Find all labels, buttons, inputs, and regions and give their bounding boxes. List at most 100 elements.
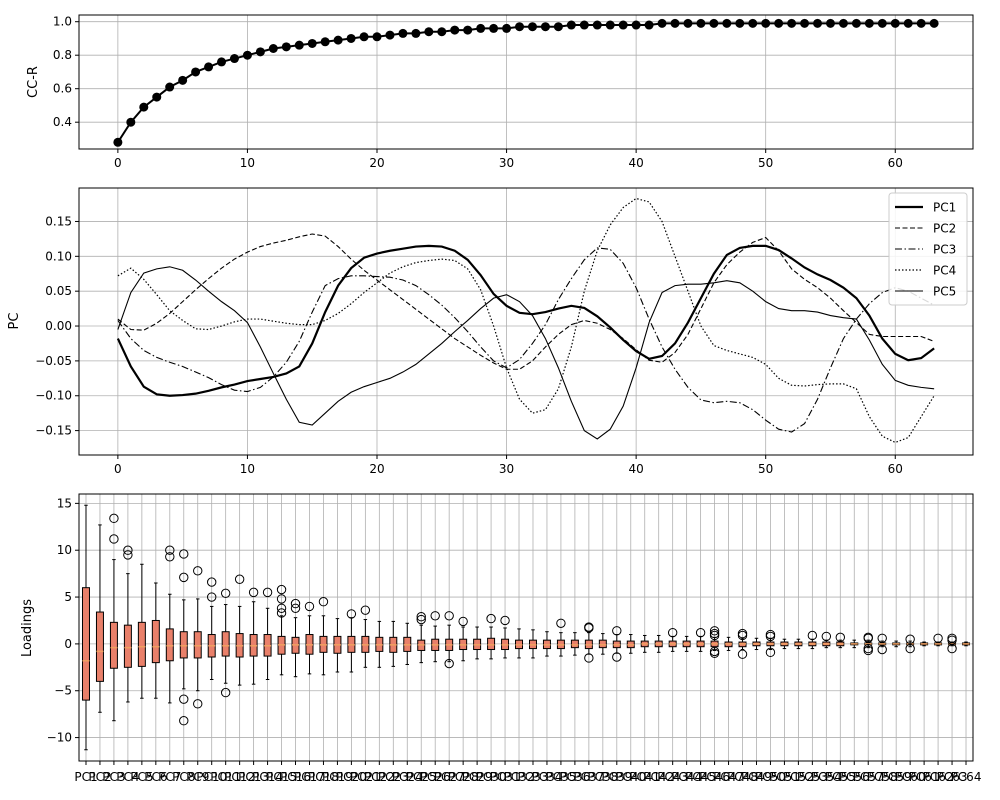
box-outlier bbox=[765, 631, 776, 642]
box-pc64 bbox=[962, 641, 971, 647]
pc-line-pc3 bbox=[117, 247, 935, 433]
ccr-point bbox=[774, 18, 784, 28]
loadings-x-tick-label: PC25 bbox=[406, 770, 437, 784]
ccr-point bbox=[696, 18, 706, 28]
box-outlier bbox=[276, 608, 287, 618]
box-body bbox=[193, 631, 202, 659]
box-outlier bbox=[737, 649, 748, 659]
ccr-y-tick-label: 1.0 bbox=[53, 15, 72, 29]
box-pc6 bbox=[151, 582, 160, 699]
box-pc58 bbox=[877, 633, 887, 655]
loadings-x-tick-label: PC41 bbox=[629, 770, 660, 784]
box-pc24 bbox=[403, 622, 412, 666]
loadings-x-tick-label: PC40 bbox=[615, 770, 646, 784]
loadings-x-tick-label: PC27 bbox=[434, 770, 465, 784]
pc-line-pc4 bbox=[117, 197, 935, 444]
box-pc41 bbox=[640, 634, 649, 653]
box-pc13 bbox=[248, 587, 259, 685]
box-outlier bbox=[179, 716, 189, 726]
box-outlier bbox=[346, 609, 357, 619]
ccr-point bbox=[566, 20, 576, 30]
ccr-point bbox=[385, 30, 395, 40]
box-pc22 bbox=[375, 620, 384, 668]
ccr-grid bbox=[79, 15, 973, 149]
pc-line-pc1 bbox=[116, 244, 935, 397]
loadings-x-tick-label: PC61 bbox=[909, 770, 940, 784]
box-outlier bbox=[262, 587, 273, 598]
box-outlier bbox=[821, 631, 832, 642]
box-pc61 bbox=[920, 641, 929, 647]
ccr-point bbox=[268, 44, 278, 53]
loadings-x-tick-label: PC37 bbox=[573, 770, 604, 784]
box-outlier bbox=[709, 626, 720, 636]
ccr-point bbox=[281, 42, 291, 52]
loadings-x-tick-label: PC17 bbox=[294, 770, 325, 784]
box-outlier bbox=[863, 633, 873, 643]
ccr-x-tick-label: 10 bbox=[240, 156, 255, 170]
ccr-point bbox=[515, 22, 525, 32]
box-pc53 bbox=[807, 630, 818, 650]
ccr-point bbox=[178, 75, 188, 85]
ccr-point bbox=[631, 20, 641, 30]
pc-legend-box bbox=[888, 192, 968, 306]
loadings-x-tick-label: PC30 bbox=[476, 770, 507, 784]
ccr-point bbox=[359, 32, 369, 42]
box-outlier bbox=[248, 587, 259, 598]
box-outlier bbox=[220, 687, 231, 698]
box-pc11 bbox=[220, 588, 231, 698]
loadings-x-tick-label: PC3 bbox=[102, 770, 125, 784]
box-pc32 bbox=[515, 628, 524, 659]
ccr-point bbox=[825, 18, 835, 28]
box-outlier bbox=[165, 552, 175, 562]
box-pc43 bbox=[667, 627, 678, 652]
pc-series bbox=[116, 197, 935, 444]
box-outlier bbox=[667, 627, 678, 638]
loadings-x-tick-label: PC39 bbox=[601, 770, 632, 784]
box-outlier bbox=[737, 630, 748, 641]
box-pc30 bbox=[486, 613, 496, 660]
pc-y-tick-label: 0.15 bbox=[45, 214, 72, 228]
box-body bbox=[137, 621, 146, 667]
box-outlier bbox=[290, 598, 301, 609]
box-pc31 bbox=[500, 615, 510, 659]
loadings-x-tick-label: PC20 bbox=[336, 770, 367, 784]
box-outlier bbox=[179, 572, 189, 583]
pc-legend-label-pc1: PC1 bbox=[933, 201, 956, 215]
ccr-point bbox=[709, 18, 719, 28]
loadings-x-tick-label: PC33 bbox=[518, 770, 549, 784]
box-outlier bbox=[416, 614, 426, 625]
pc-y-tick-label: −0.05 bbox=[35, 354, 72, 368]
ccr-point bbox=[489, 23, 499, 33]
ccr-point bbox=[437, 27, 447, 37]
loadings-y-tick-label: −5 bbox=[54, 684, 72, 698]
pc-x-tick-label: 30 bbox=[499, 462, 514, 476]
loadings-x-tick-label: PC51 bbox=[769, 770, 800, 784]
loadings-x-tick-label: PC4 bbox=[116, 770, 139, 784]
loadings-x-tick-label: PC7 bbox=[158, 770, 181, 784]
ccr-point bbox=[307, 38, 317, 48]
ccr-point bbox=[670, 18, 680, 28]
box-pc50 bbox=[765, 629, 776, 658]
box-pc62 bbox=[933, 633, 943, 647]
ccr-point bbox=[126, 117, 136, 127]
loadings-x-tick-label: PC11 bbox=[210, 770, 241, 784]
pc-legend: PC1 PC2 PC3 PC4 PC5 bbox=[888, 192, 968, 306]
ccr-point bbox=[320, 37, 330, 47]
box-pc46 bbox=[709, 626, 720, 658]
box-pc28 bbox=[458, 616, 468, 662]
box-pc9 bbox=[193, 566, 203, 709]
pc-legend-label-pc4: PC4 bbox=[933, 264, 956, 278]
box-pc63 bbox=[947, 633, 957, 654]
pc-x-tick-label: 10 bbox=[240, 462, 255, 476]
ccr-point bbox=[229, 54, 239, 64]
box-body bbox=[598, 639, 607, 649]
pc-y-tick-label: −0.10 bbox=[35, 389, 72, 403]
loadings-x-tick-label: PC64 bbox=[951, 770, 982, 784]
box-pc38 bbox=[598, 633, 607, 655]
loadings-boxes bbox=[81, 504, 971, 751]
box-body bbox=[151, 619, 160, 664]
ccr-point bbox=[346, 33, 356, 43]
loadings-x-tick-label: PC29 bbox=[462, 770, 493, 784]
loadings-x-tick-label: PC14 bbox=[252, 770, 283, 784]
